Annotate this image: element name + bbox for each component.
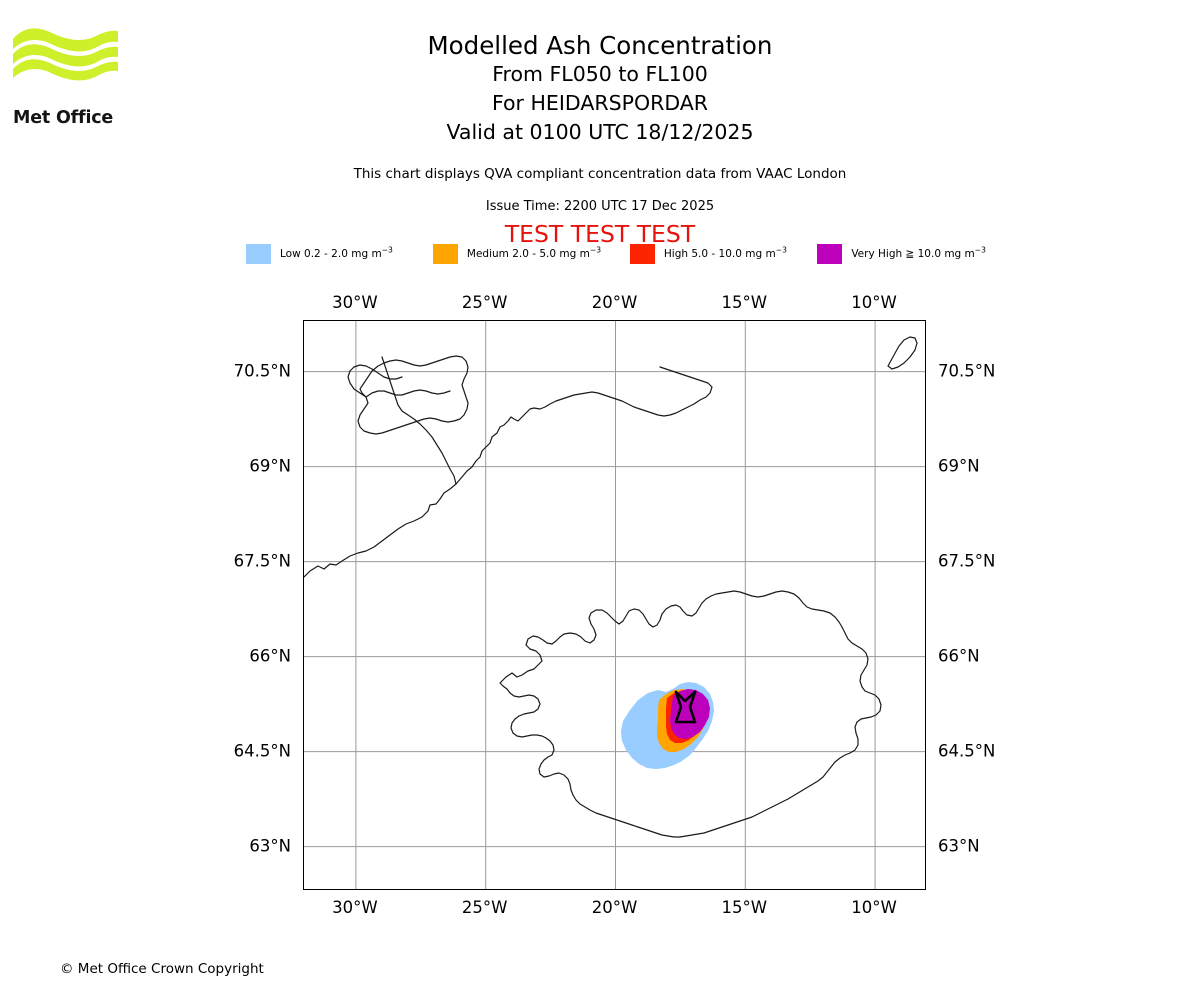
axis-tick-left-1: 69°N: [249, 456, 291, 476]
legend-label-medium: Medium 2.0 - 5.0 mg m−3: [466, 245, 602, 260]
coastline-janmayen: [887, 336, 918, 370]
map-plot-area[interactable]: 30°W 25°W 20°W 15°W 10°W 30°W 25°W 20°W 15°W 10°…: [234, 293, 996, 917]
title-block: Modelled Ash Concentration From FL050 to…: [0, 0, 1200, 247]
legend-item-very-high: Very High ≧ 10.0 mg m−3: [817, 243, 986, 264]
met-office-waves-icon: [13, 28, 118, 81]
axis-tick-right-3: 66°N: [938, 646, 980, 666]
axis-tick-right-5: 63°N: [938, 836, 980, 856]
axis-tick-left-4: 64.5°N: [233, 741, 291, 761]
axis-tick-bottom-2: 20°W: [591, 898, 638, 917]
test-banner: TEST TEST TEST: [504, 220, 696, 248]
axis-tick-right-2: 67.5°N: [938, 551, 996, 571]
axis-tick-right-1: 69°N: [938, 456, 980, 476]
met-office-wordmark: Met Office: [13, 108, 114, 128]
volcano-marker-icon: [674, 690, 697, 724]
axis-tick-left-5: 63°N: [249, 836, 291, 856]
axis-tick-top-2: 20°W: [591, 293, 638, 312]
axis-tick-left-3: 66°N: [249, 646, 291, 666]
ash-plume-contours: [621, 682, 714, 769]
map-canvas: [304, 321, 925, 889]
axis-tick-top-1: 25°W: [461, 293, 508, 312]
legend-swatch-medium: [432, 243, 458, 264]
legend-item-low: Low 0.2 - 2.0 mg m−3: [246, 243, 393, 264]
page-title: Modelled Ash Concentration: [427, 31, 773, 60]
legend-label-low: Low 0.2 - 2.0 mg m−3: [280, 245, 393, 260]
valid-time-line: Valid at 0100 UTC 18/12/2025: [446, 120, 754, 144]
legend-swatch-low: [246, 243, 271, 264]
axis-tick-top-4: 10°W: [851, 293, 897, 312]
legend-swatch-very-high: [817, 243, 843, 264]
volcano-name-line: For HEIDARSPORDAR: [491, 91, 709, 115]
map-frame[interactable]: [303, 320, 926, 890]
axis-tick-left-0: 70.5°N: [233, 361, 291, 381]
axis-tick-top-3: 15°W: [721, 293, 768, 312]
issue-time: Issue Time: 2200 UTC 17 Dec 2025: [485, 199, 715, 214]
legend-swatch-high: [629, 243, 655, 264]
coastline-iceland: [499, 590, 882, 838]
axis-tick-bottom-1: 25°W: [461, 898, 508, 917]
axis-tick-left-2: 67.5°N: [233, 551, 291, 571]
legend-item-medium: Medium 2.0 - 5.0 mg m−3: [432, 243, 602, 264]
met-office-logo: Met Office: [12, 26, 132, 127]
copyright-notice: © Met Office Crown Copyright: [60, 961, 264, 977]
legend-label-high: High 5.0 - 10.0 mg m−3: [663, 245, 787, 260]
coastline-greenland: [304, 355, 713, 578]
axis-tick-bottom-0: 30°W: [332, 898, 378, 917]
axis-tick-bottom-3: 15°W: [721, 898, 768, 917]
map-gridlines: [304, 321, 925, 889]
axis-tick-bottom-4: 10°W: [851, 898, 897, 917]
legend-label-very-high: Very High ≧ 10.0 mg m−3: [851, 245, 986, 260]
concentration-legend: Low 0.2 - 2.0 mg m−3 Medium 2.0 - 5.0 mg…: [246, 243, 986, 264]
chart-note: This chart displays QVA compliant concen…: [353, 166, 847, 182]
flight-level-range: From FL050 to FL100: [492, 62, 708, 86]
axis-tick-right-4: 64.5°N: [938, 741, 996, 761]
axis-tick-right-0: 70.5°N: [938, 361, 996, 381]
axis-tick-top-0: 30°W: [332, 293, 378, 312]
legend-item-high: High 5.0 - 10.0 mg m−3: [629, 243, 787, 264]
